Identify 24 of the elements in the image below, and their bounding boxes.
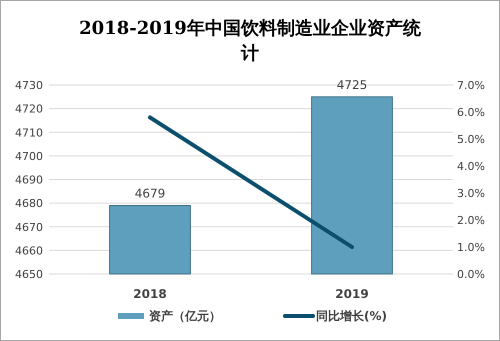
data-label: 4725 [336, 78, 368, 92]
y-tick-label: 4680 [15, 197, 43, 210]
y2-tick-label: 2.0% [457, 214, 485, 227]
legend-label: 资产（亿元） [149, 309, 221, 323]
y-tick-label: 4720 [15, 102, 43, 116]
y-tick-label: 4650 [15, 268, 43, 281]
y2-tick-label: 4.0% [457, 160, 485, 173]
title: 2018-2019年中国饮料制造业企业资产统计 [79, 18, 421, 64]
y2-tick-label: 7.0% [457, 79, 485, 92]
legend-label: 同比增长(%) [316, 309, 387, 323]
y-tick-label: 4660 [15, 244, 43, 258]
x-tick-label: 2019 [335, 287, 369, 301]
y-tick-label: 4700 [15, 150, 43, 163]
y2-tick-label: 5.0% [457, 133, 485, 146]
y2-tick-label: 1.0% [457, 241, 485, 254]
y-tick-label: 4710 [15, 126, 43, 140]
y-tick-label: 4730 [15, 79, 43, 92]
data-label: 4679 [134, 186, 166, 200]
y-tick-label: 4690 [15, 174, 43, 186]
y2-tick-label: 3.0% [457, 187, 485, 200]
y-tick-label: 4670 [15, 220, 43, 234]
x-tick-label: 2018 [133, 287, 167, 301]
y2-tick-label: 6.0% [457, 106, 485, 119]
y2-tick-label: 0.0% [457, 268, 485, 281]
